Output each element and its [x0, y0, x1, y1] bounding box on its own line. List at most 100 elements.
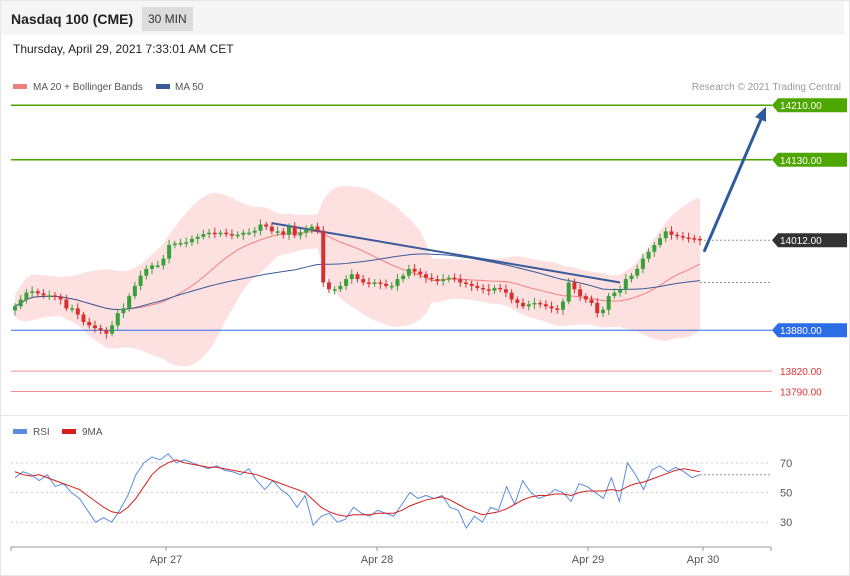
projection-arrowhead: [754, 106, 767, 122]
timeframe-badge[interactable]: 30 MIN: [142, 7, 193, 31]
candle-body: [47, 295, 52, 297]
candle-body: [612, 292, 617, 297]
timestamp: Thursday, April 29, 2021 7:33:01 AM CET: [13, 42, 234, 56]
candle-body: [658, 238, 663, 245]
candle-body: [549, 306, 554, 309]
candle-body: [207, 232, 212, 235]
candle-body: [663, 231, 668, 239]
candle-body: [538, 302, 543, 305]
candle-body: [13, 306, 17, 311]
candle-body: [81, 314, 86, 323]
candle-body: [30, 291, 35, 293]
candle-body: [144, 268, 149, 276]
candle-body: [429, 277, 434, 280]
candle-body: [24, 292, 29, 300]
candle-body: [629, 275, 634, 280]
candle-body: [355, 274, 360, 280]
candle-body: [189, 238, 194, 243]
candle-body: [121, 308, 126, 314]
candle-body: [332, 289, 337, 291]
candle-body: [252, 230, 257, 233]
candle-body: [304, 229, 309, 233]
candle-body: [338, 285, 343, 290]
candle-body: [264, 224, 269, 227]
candle-body: [600, 309, 605, 314]
ma50-legend-swatch: [156, 84, 170, 89]
candle-body: [446, 277, 451, 280]
candle-body: [361, 279, 366, 283]
candle-body: [492, 287, 497, 291]
candle-body: [406, 268, 411, 276]
candle-body: [298, 232, 303, 236]
candle-body: [292, 226, 297, 236]
candle-body: [195, 236, 200, 239]
candle-body: [675, 234, 680, 237]
candle-body: [646, 251, 651, 259]
price-chart: MA 20 + Bollinger Bands MA 50 Research ©…: [11, 82, 847, 399]
candle-body: [412, 268, 417, 272]
resistance-trendline: [271, 222, 621, 284]
candle-body: [521, 302, 526, 307]
candle-body: [652, 244, 657, 252]
candle-body: [515, 299, 520, 303]
candle-body: [161, 258, 166, 266]
candle-body: [41, 293, 46, 296]
candle-body: [344, 279, 349, 286]
candlesticks: [13, 219, 702, 339]
candle-body: [115, 313, 120, 326]
candle-body: [104, 330, 109, 334]
candle-body: [595, 302, 600, 314]
candle-body: [275, 231, 280, 233]
candle-body: [458, 279, 463, 283]
candle-body: [680, 236, 685, 238]
candle-body: [418, 271, 423, 275]
candle-body: [52, 295, 57, 297]
candle-body: [287, 226, 291, 235]
level-tag: [772, 233, 847, 248]
candle-body: [526, 304, 531, 307]
level-tag: [772, 323, 847, 338]
level-label: 14012.00: [780, 236, 822, 247]
level-labels: 14210.00 14130.00 14012.00 13880.00 13820.00…: [772, 98, 847, 399]
candle-body: [281, 231, 286, 235]
candle-body: [372, 282, 377, 284]
candle-body: [481, 287, 486, 290]
candle-body: [87, 322, 92, 326]
candle-body: [235, 234, 240, 237]
candle-body: [389, 285, 394, 288]
candle-body: [498, 287, 503, 290]
candle-body: [172, 243, 177, 246]
candle-body: [606, 296, 611, 310]
instrument-title: Nasdaq 100 (CME): [11, 11, 134, 27]
candle-body: [692, 238, 697, 240]
candle-body: [258, 224, 263, 231]
candle-body: [64, 299, 69, 309]
candle-body: [167, 244, 172, 259]
candle-body: [561, 301, 565, 310]
candle-body: [155, 265, 160, 267]
candle-body: [218, 232, 223, 235]
candle-body: [635, 268, 640, 276]
candle-body: [532, 302, 537, 305]
candle-body: [132, 285, 137, 297]
candle-body: [401, 275, 406, 280]
candle-body: [150, 265, 154, 269]
candle-body: [395, 279, 400, 286]
candle-body: [698, 238, 702, 241]
candle-body: [378, 282, 383, 284]
candle-body: [138, 275, 143, 286]
candle-body: [589, 299, 594, 303]
candle-body: [503, 289, 508, 293]
candle-body: [435, 279, 440, 282]
candle-body: [583, 296, 588, 300]
candle-body: [224, 232, 229, 235]
ma20-legend-swatch: [13, 84, 27, 89]
candle-body: [229, 234, 234, 236]
candle-body: [309, 226, 314, 230]
candle-body: [75, 308, 80, 315]
candle-body: [572, 282, 577, 290]
projection-arrow: [702, 113, 765, 253]
candle-body: [326, 282, 331, 290]
candle-body: [247, 232, 252, 235]
candle-body: [201, 234, 206, 237]
